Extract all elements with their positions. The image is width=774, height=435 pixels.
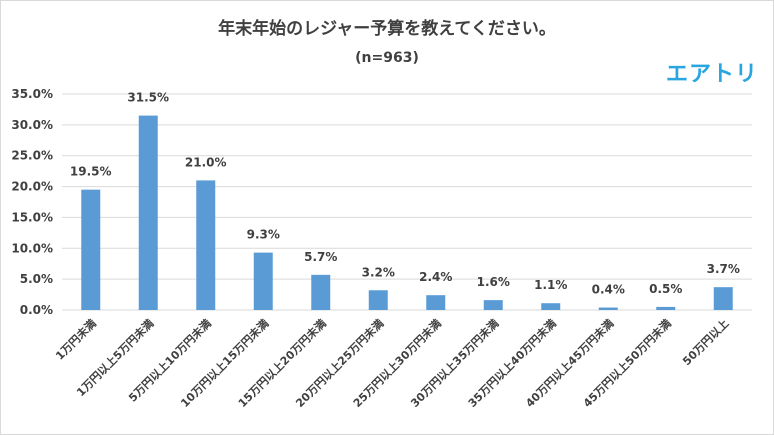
bar — [483, 300, 503, 310]
data-label: 21.0% — [185, 155, 227, 169]
data-label: 2.4% — [419, 270, 452, 284]
bar — [426, 295, 446, 310]
y-tick-label: 30.0% — [11, 118, 53, 132]
data-label: 3.7% — [707, 262, 740, 276]
bar — [713, 287, 733, 310]
data-label: 1.1% — [534, 278, 567, 292]
bar — [656, 306, 676, 310]
chart-title: 年末年始のレジャー予算を教えてください。 — [218, 19, 556, 39]
bar — [138, 115, 158, 310]
chart-subtitle: (n=963) — [355, 50, 419, 66]
bar — [81, 189, 101, 310]
bar — [311, 274, 331, 310]
category-label: 50万円以上 — [680, 316, 732, 368]
data-label: 19.5% — [70, 165, 112, 179]
bar — [541, 303, 561, 310]
bar — [196, 180, 216, 310]
bar — [598, 307, 618, 310]
data-label: 0.5% — [649, 282, 682, 296]
data-label: 5.7% — [304, 250, 337, 264]
y-tick-label: 35.0% — [11, 87, 53, 101]
category-label: 1万円未満 — [52, 316, 98, 362]
data-label: 31.5% — [127, 91, 169, 105]
data-label: 3.2% — [362, 265, 395, 279]
y-tick-label: 15.0% — [11, 210, 53, 224]
y-tick-label: 10.0% — [11, 241, 53, 255]
bar — [253, 252, 273, 310]
y-tick-label: 20.0% — [11, 180, 53, 194]
brand-logo: エアトリ — [666, 62, 759, 87]
bar — [368, 290, 388, 310]
y-tick-label: 0.0% — [20, 303, 53, 317]
data-label: 0.4% — [592, 283, 625, 297]
data-label: 1.6% — [477, 275, 510, 289]
data-label: 9.3% — [247, 228, 280, 242]
y-tick-label: 5.0% — [20, 272, 53, 286]
y-tick-label: 25.0% — [11, 149, 53, 163]
